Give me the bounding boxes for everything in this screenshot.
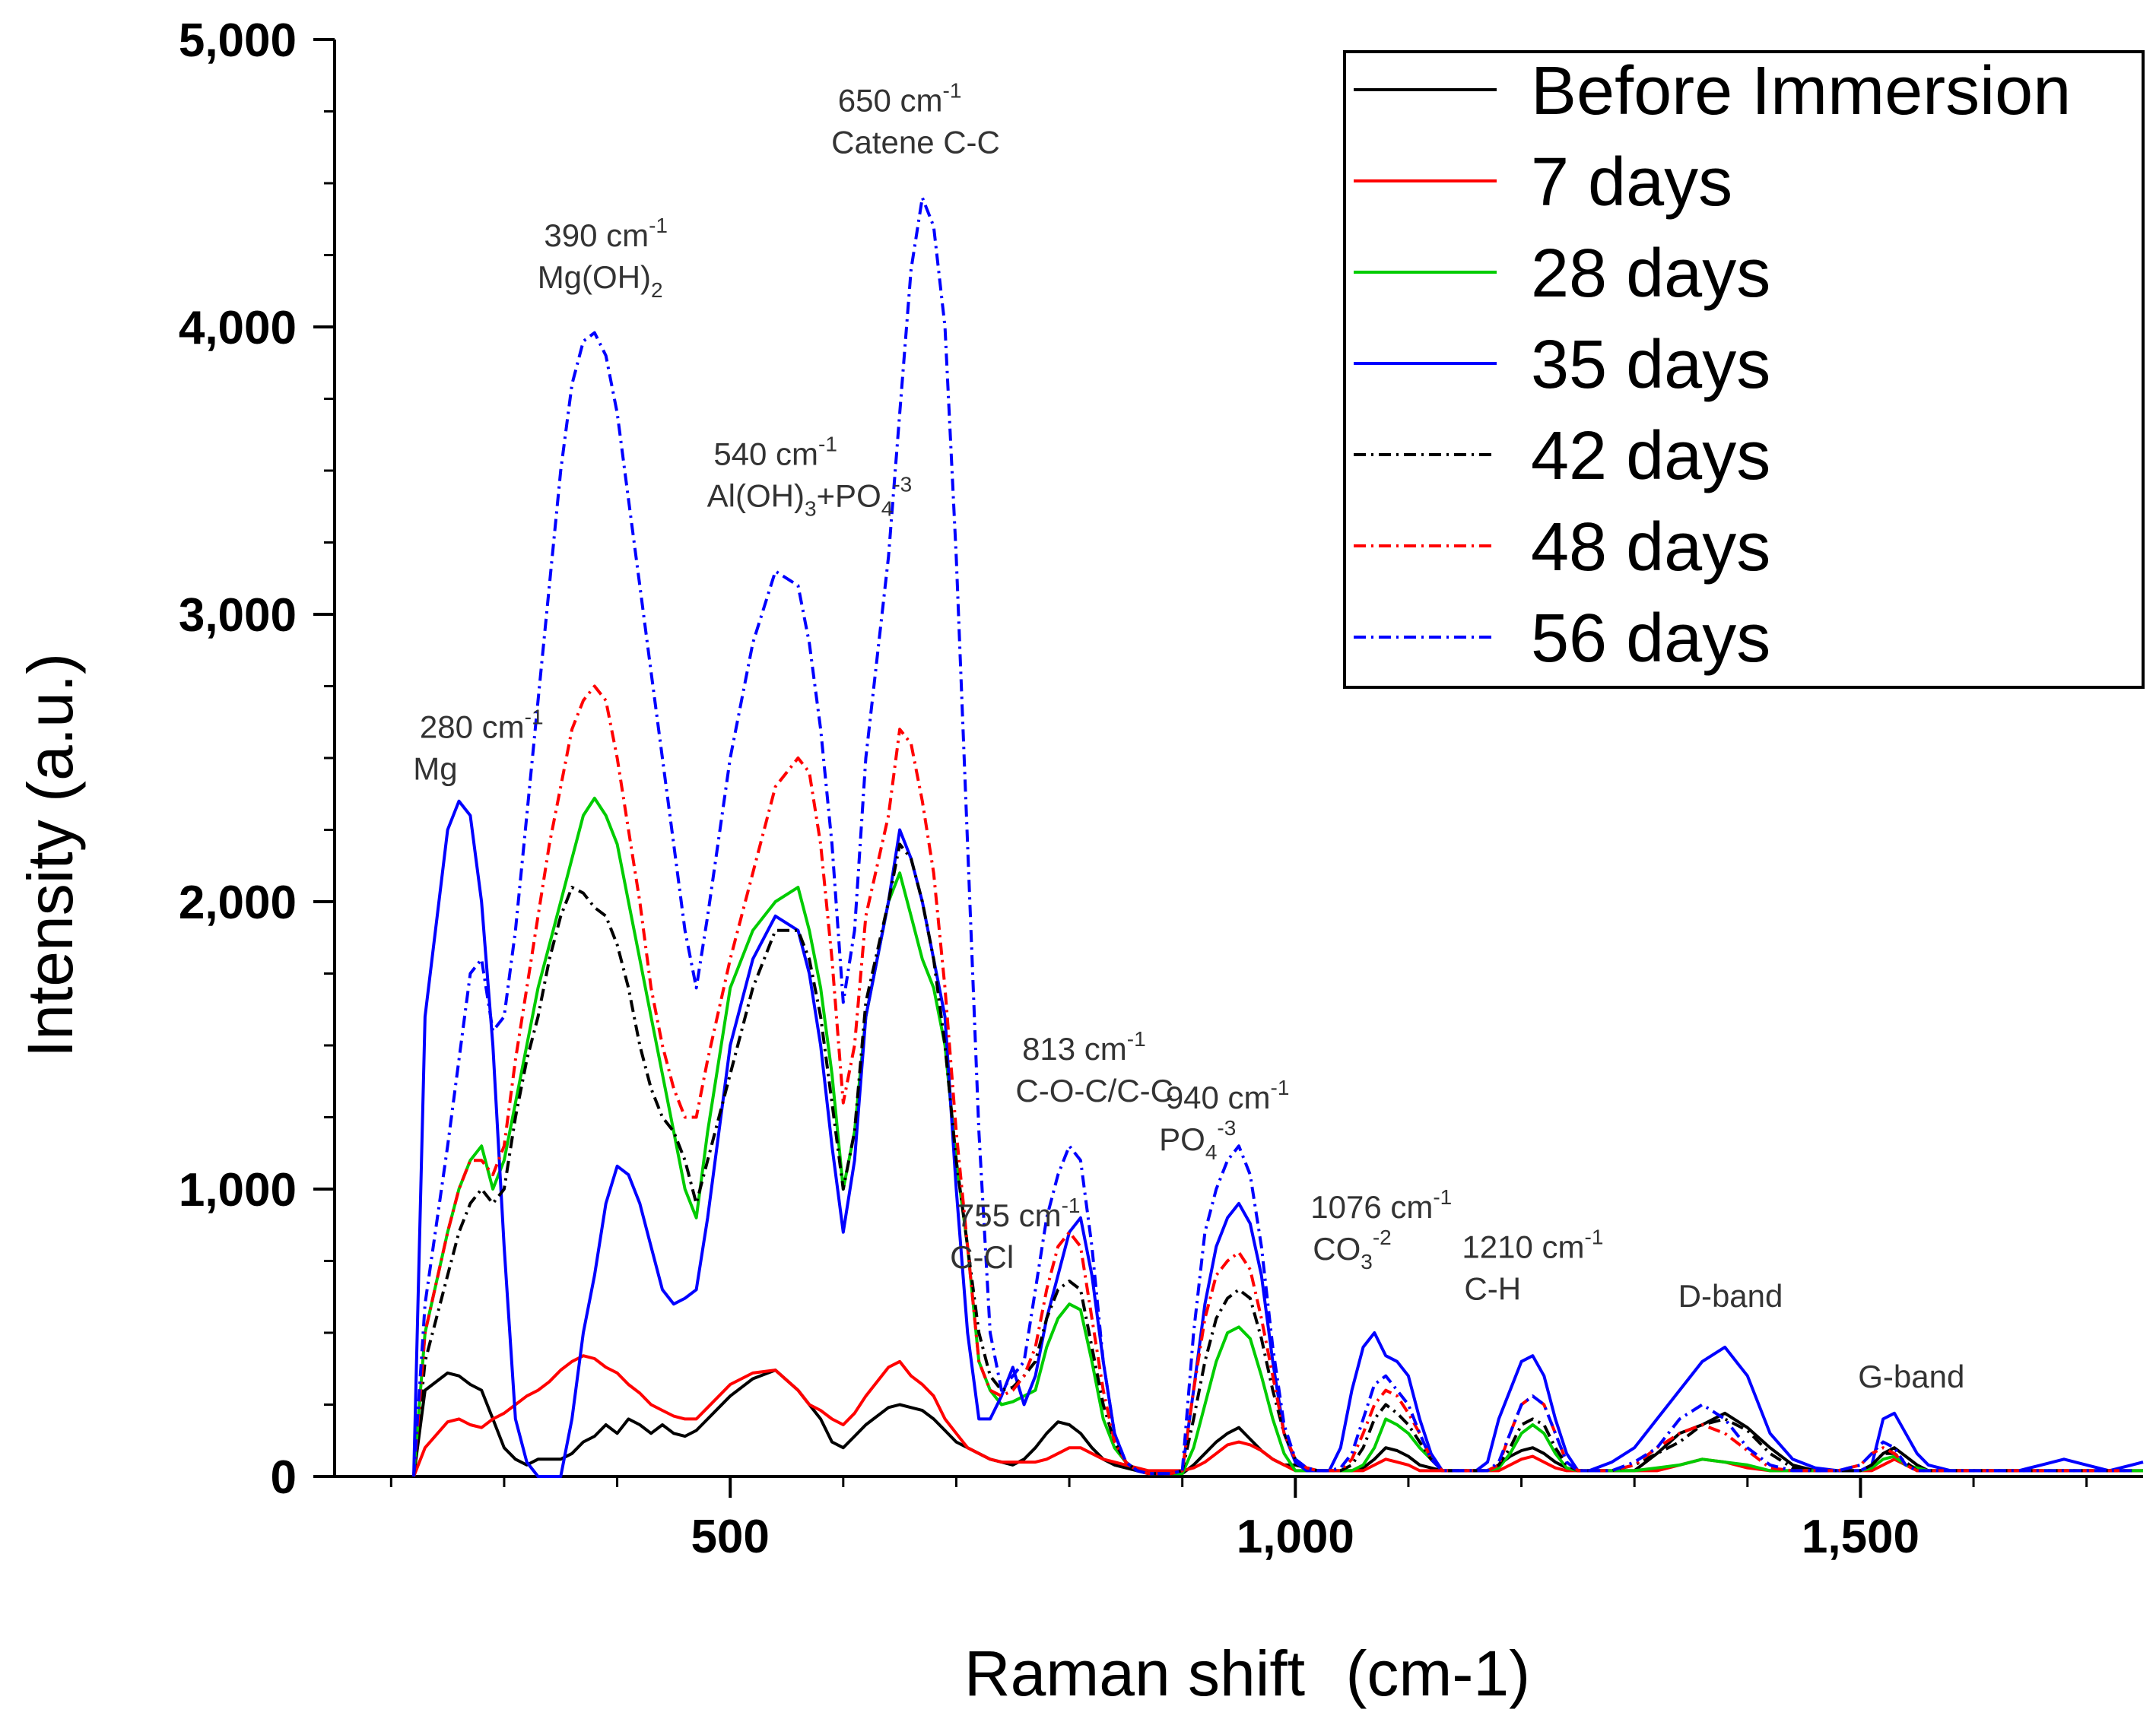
y-tick-label: 0 bbox=[271, 1451, 297, 1504]
annotation-line1: G-band bbox=[1858, 1359, 1964, 1394]
annotation-line2: Mg(OH)2 bbox=[538, 259, 663, 302]
legend-label: 48 days bbox=[1531, 509, 1770, 585]
legend-label: 35 days bbox=[1531, 327, 1770, 403]
y-axis-title: Intensity (a.u.) bbox=[14, 653, 86, 1058]
annotation-line1: 940 cm-1 bbox=[1166, 1076, 1290, 1115]
y-tick-label: 4,000 bbox=[179, 302, 297, 354]
annotation-line2: CO3-2 bbox=[1313, 1226, 1391, 1273]
legend-label: 28 days bbox=[1531, 236, 1770, 312]
annotation-line1: 650 cm-1 bbox=[838, 79, 962, 119]
annotation-line2: C-Cl bbox=[950, 1239, 1014, 1275]
annotation-line1: 1076 cm-1 bbox=[1310, 1185, 1452, 1225]
annotation-line2: Catene C-C bbox=[831, 125, 1000, 160]
series-line-35-days bbox=[412, 799, 2144, 1478]
legend-label: 56 days bbox=[1531, 601, 1770, 677]
annotation-line1: D-band bbox=[1678, 1278, 1783, 1314]
x-tick-label: 1,500 bbox=[1802, 1511, 1919, 1563]
annotation-line1: 1210 cm-1 bbox=[1462, 1226, 1603, 1265]
annotation-line2: PO4-3 bbox=[1159, 1116, 1236, 1164]
peak-annotation: D-band bbox=[1678, 1278, 1783, 1314]
peak-annotation: 280 cm-1 Mg bbox=[413, 706, 543, 787]
y-tick-label: 2,000 bbox=[179, 877, 297, 929]
axes: 0 1,000 2,000 3,000 4,000 5,000 500 1,000 1,500 bbox=[179, 14, 2143, 1563]
annotation-line2: C-H bbox=[1464, 1271, 1521, 1307]
annotation-line1: 390 cm-1 bbox=[544, 214, 668, 253]
series-line-28-days bbox=[412, 796, 2143, 1477]
x-axis-title-main: Raman shift bbox=[964, 1638, 1305, 1709]
series-line-42-days bbox=[412, 842, 2132, 1477]
peak-annotation: 813 cm-1 C-O-C/C-C bbox=[1015, 1027, 1173, 1108]
annotation-line2: Al(OH)3+PO4-3 bbox=[707, 472, 913, 520]
annotation-line2: C-O-C/C-C bbox=[1015, 1073, 1173, 1108]
series-lines bbox=[412, 195, 2144, 1478]
legend-label: Before Immersion bbox=[1531, 53, 2071, 129]
series-line-56-days bbox=[412, 195, 2132, 1477]
series-line-48-days bbox=[412, 684, 2132, 1477]
peak-annotation: 650 cm-1 Catene C-C bbox=[831, 79, 1000, 160]
y-tick-label: 3,000 bbox=[179, 589, 297, 642]
x-axis-title-unit: (cm-1) bbox=[1345, 1638, 1530, 1709]
y-tick-label: 5,000 bbox=[179, 14, 297, 67]
peak-annotations: 280 cm-1 Mg 390 cm-1 Mg(OH)2 540 cm-1Al(OH)3… bbox=[413, 79, 1964, 1394]
y-tick-label: 1,000 bbox=[179, 1164, 297, 1216]
annotation-line1: 813 cm-1 bbox=[1022, 1027, 1146, 1067]
peak-annotation: 755 cm-1 C-Cl bbox=[950, 1194, 1080, 1275]
annotation-line2: Mg bbox=[413, 751, 457, 787]
peak-annotation: G-band bbox=[1858, 1359, 1964, 1394]
peak-annotation: 390 cm-1 Mg(OH)2 bbox=[538, 214, 668, 302]
series-line-before-immersion bbox=[412, 1369, 2143, 1477]
x-axis-title: Raman shift (cm-1) bbox=[964, 1638, 1530, 1709]
series-line-7-days bbox=[412, 1354, 2143, 1477]
annotation-line1: 755 cm-1 bbox=[957, 1194, 1081, 1233]
peak-annotation: 540 cm-1Al(OH)3+PO4-3 bbox=[707, 432, 913, 520]
peak-annotation: 1210 cm-1 C-H bbox=[1462, 1226, 1603, 1307]
legend-box bbox=[1343, 50, 2145, 689]
annotation-line1: 280 cm-1 bbox=[420, 706, 544, 745]
annotation-line1: 540 cm-1 bbox=[713, 432, 837, 471]
x-tick-label: 1,000 bbox=[1237, 1511, 1354, 1563]
x-tick-label: 500 bbox=[691, 1511, 769, 1563]
legend: Before Immersion 7 days 28 days 35 days 42 d… bbox=[1343, 50, 2145, 689]
legend-label: 42 days bbox=[1531, 418, 1770, 494]
legend-label: 7 days bbox=[1531, 144, 1732, 220]
